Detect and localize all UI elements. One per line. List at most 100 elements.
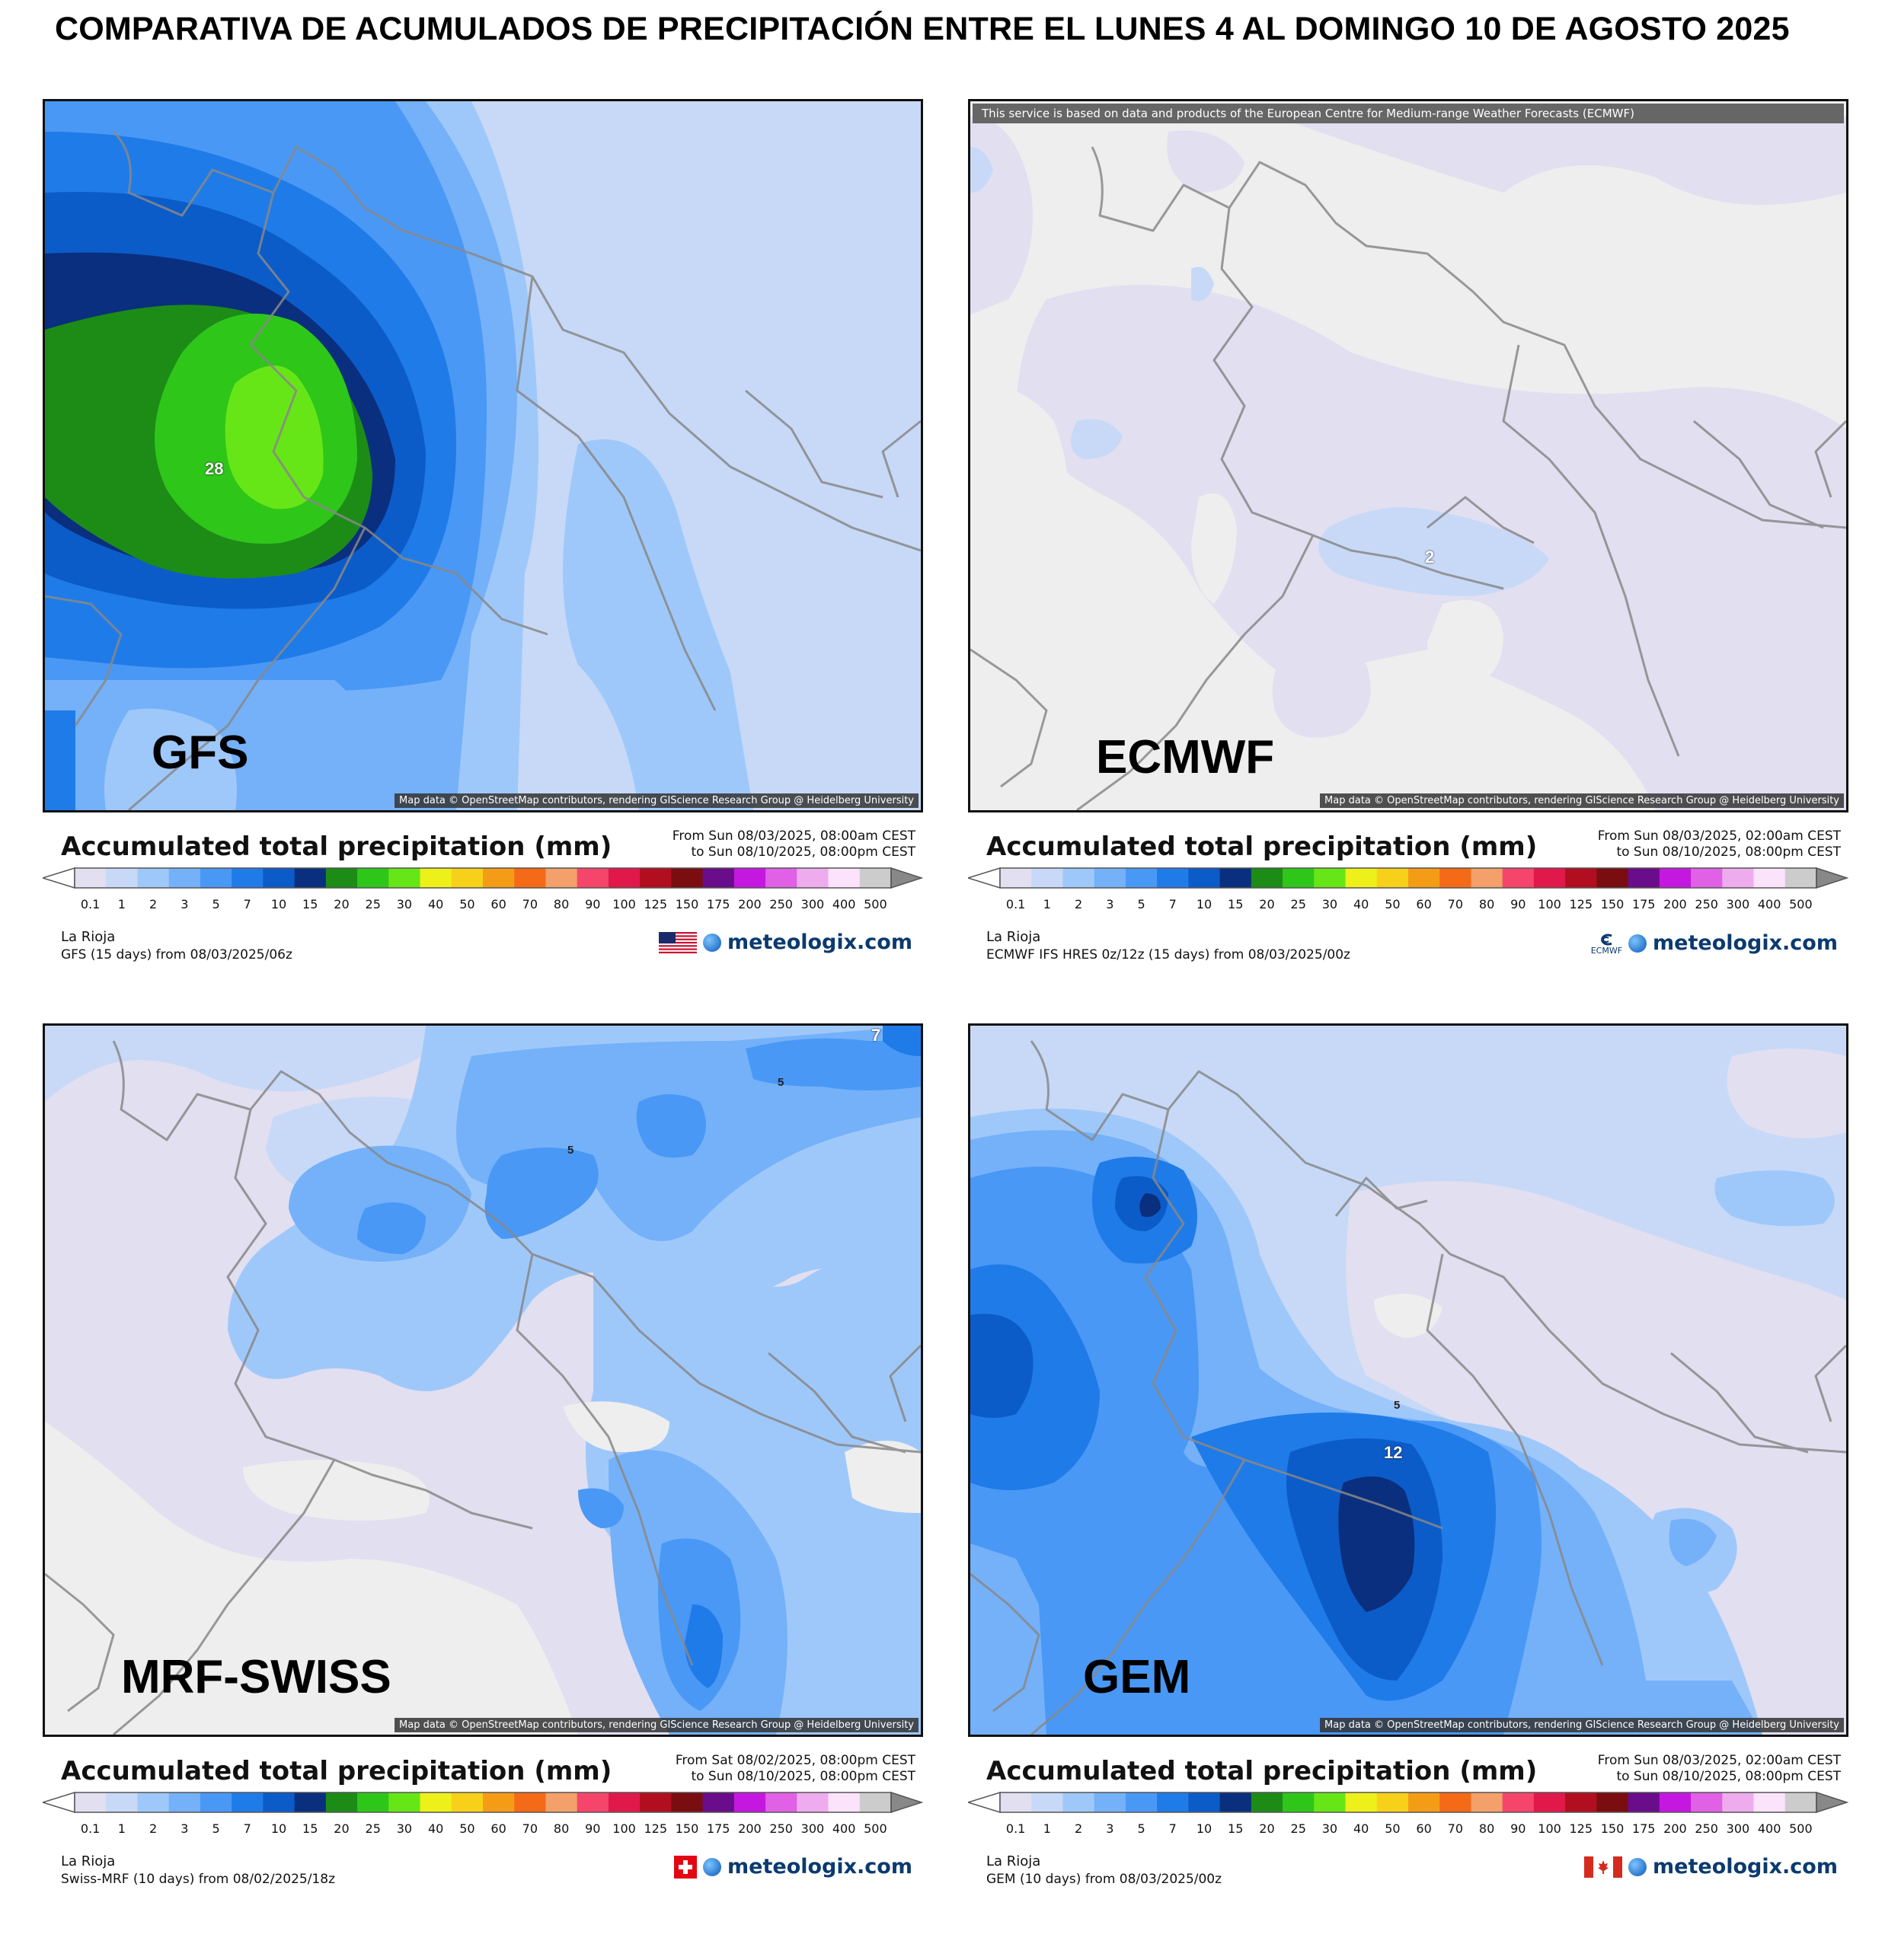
scale-tick-label: 175: [706, 897, 730, 911]
scale-tick-label: 200: [1663, 1821, 1687, 1836]
color-scale-bar: [968, 867, 1848, 889]
period-to: to Sun 08/10/2025, 08:00pm CEST: [691, 1769, 915, 1784]
contour-label: 2: [1425, 547, 1435, 567]
brand-text: meteologix.com: [1653, 1855, 1838, 1879]
scale-swatch: [1283, 868, 1315, 888]
scale-tick-label: 250: [769, 1821, 793, 1836]
scale-swatch: [1533, 868, 1566, 888]
legend-title: Accumulated total precipitation (mm): [986, 832, 1538, 862]
map-credits[interactable]: Map data © OpenStreetMap contributors, r…: [395, 793, 919, 808]
scale-swatch: [1502, 868, 1535, 888]
scale-tick-label: 30: [396, 897, 413, 911]
brand-text: meteologix.com: [727, 1855, 912, 1879]
scale-swatch: [137, 1792, 170, 1812]
scale-swatch: [577, 868, 609, 888]
brand[interactable]: meteologix.com: [1584, 1855, 1838, 1879]
map-credits[interactable]: Map data © OpenStreetMap contributors, r…: [1320, 1718, 1844, 1732]
scale-swatch: [1219, 1792, 1252, 1812]
scale-swatch: [451, 868, 484, 888]
scale-swatch: [828, 1792, 861, 1812]
scale-swatch: [1502, 1792, 1535, 1812]
scale-swatch: [1753, 1792, 1786, 1812]
scale-tick-label: 50: [459, 1821, 475, 1836]
scale-tick-label: 60: [490, 1821, 506, 1836]
color-scale-ticks: 0.1 1 2 3 5 7 10 15 20 25 30 40 50 60 70 80 90 100 125 150 1…: [43, 897, 923, 914]
brand[interactable]: meteologix.com: [659, 931, 912, 954]
scale-tick-label: 7: [1168, 897, 1177, 911]
period-to: to Sun 08/10/2025, 08:00pm CEST: [691, 844, 915, 860]
scale-swatch: [1283, 1792, 1315, 1812]
color-scale-bar: [968, 1791, 1848, 1814]
scale-swatch: [608, 1792, 641, 1812]
model-run: GFS (15 days) from 08/03/2025/06z: [61, 947, 292, 962]
scale-tick-label: 80: [553, 1821, 570, 1836]
scale-swatch: [1251, 1792, 1283, 1812]
contour-label: 28: [205, 459, 224, 478]
scale-swatch: [671, 868, 704, 888]
scale-swatch: [1157, 868, 1189, 888]
swiss-flag-icon: [674, 1855, 698, 1879]
scale-tick-label: 100: [1538, 897, 1561, 911]
color-scale-bar: [43, 1791, 923, 1814]
scale-tick-label: 300: [1726, 1821, 1750, 1836]
brand[interactable]: meteologix.com: [674, 1855, 912, 1879]
scale-swatch: [1471, 868, 1503, 888]
scale-tick-label: 150: [675, 897, 699, 911]
scale-swatch: [1188, 868, 1221, 888]
scale-tick-label: 125: [1569, 1821, 1593, 1836]
scale-tick-label: 40: [1353, 897, 1369, 911]
scale-tick-label: 150: [675, 1821, 699, 1836]
scale-tick-label: 20: [334, 897, 350, 911]
scale-tick-label: 60: [1416, 1821, 1432, 1836]
scale-swatch: [1471, 1792, 1503, 1812]
region-name: La Rioja: [986, 1853, 1041, 1869]
scale-tick-label: 25: [1290, 897, 1306, 911]
scale-swatch: [1439, 868, 1471, 888]
scale-tick-label: 200: [738, 1821, 762, 1836]
scale-swatch: [325, 868, 358, 888]
scale-tick-label: 100: [612, 1821, 636, 1836]
scale-tick-label: 500: [1789, 897, 1813, 911]
scale-tick-label: 30: [1321, 1821, 1338, 1836]
scale-swatch: [420, 1792, 452, 1812]
precip-field: [45, 1026, 921, 1735]
region-name: La Rioja: [61, 929, 116, 945]
precip-map-gem[interactable]: 5 12 GEM Map data © OpenStreetMap contri…: [968, 1023, 1848, 1737]
precip-map-gfs[interactable]: 28 GFS Map data © OpenStreetMap contribu…: [43, 99, 923, 812]
scale-tick-label: 250: [1695, 897, 1718, 911]
scale-tick-label: 150: [1600, 1821, 1625, 1836]
scale-tick-label: 80: [1478, 897, 1495, 911]
period-from: From Sun 08/03/2025, 02:00am CEST: [1597, 1753, 1841, 1768]
scale-swatch: [733, 1792, 766, 1812]
brand[interactable]: ECMWF meteologix.com: [1591, 931, 1838, 956]
scale-swatch: [388, 868, 421, 888]
scale-tick-label: 40: [427, 897, 444, 911]
scale-tick-label: 175: [706, 1821, 730, 1836]
scale-swatch: [1691, 868, 1723, 888]
scale-swatch: [1000, 868, 1032, 888]
scale-tick-label: 25: [365, 897, 381, 911]
ecmwf-banner: This service is based on data and produc…: [973, 104, 1844, 123]
page-title: COMPARATIVA DE ACUMULADOS DE PRECIPITACI…: [55, 11, 1790, 47]
map-credits[interactable]: Map data © OpenStreetMap contributors, r…: [395, 1718, 919, 1732]
model-run: ECMWF IFS HRES 0z/12z (15 days) from 08/…: [986, 947, 1350, 962]
scale-tick-label: 15: [1228, 1821, 1244, 1836]
precip-map-mrf-swiss[interactable]: 7 5 5 MRF-SWISS Map data © OpenStreetMap…: [43, 1023, 923, 1737]
scale-swatch: [106, 868, 138, 888]
scale-swatch: [1188, 1792, 1221, 1812]
scale-swatch: [263, 1792, 296, 1812]
ecmwf-logo-icon: ECMWF: [1591, 934, 1622, 956]
scale-tick-label: 0.1: [80, 1821, 101, 1836]
scale-tick-label: 125: [644, 897, 668, 911]
scale-swatch: [232, 1792, 264, 1812]
scale-swatch: [765, 1792, 797, 1812]
scale-tick-label: 200: [738, 897, 762, 911]
scale-swatch: [325, 1792, 358, 1812]
period-from: From Sun 08/03/2025, 02:00am CEST: [1597, 828, 1841, 844]
precip-map-ecmwf[interactable]: This service is based on data and produc…: [968, 99, 1848, 812]
map-credits[interactable]: Map data © OpenStreetMap contributors, r…: [1320, 793, 1844, 808]
scale-tick-label: 0.1: [1005, 897, 1026, 911]
scale-swatch: [200, 1792, 232, 1812]
scale-swatch: [859, 868, 892, 888]
scale-tick-label: 5: [212, 1821, 220, 1836]
